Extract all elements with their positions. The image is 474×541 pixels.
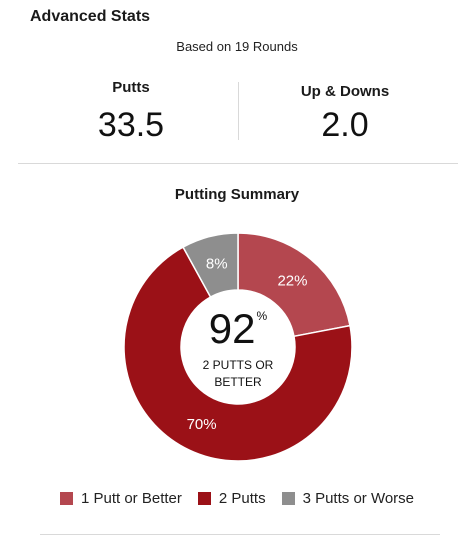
legend-item-1-putt-or-better: 1 Putt or Better [59, 490, 182, 507]
legend-item-2-putts: 2 Putts [197, 490, 266, 507]
putts-value: 33.5 [97, 106, 165, 144]
slice-label-1-putt-or-better: 22% [277, 273, 307, 290]
legend-label: 2 Putts [218, 490, 266, 507]
donut-slice-2-putts [124, 246, 352, 461]
putting-summary-chart: 22% 70% 8% 92% 2 PUTTS OR BETTER [124, 233, 352, 461]
up-downs-label: Up & Downs [300, 83, 390, 100]
donut-chart-svg: 22% 70% 8% [124, 233, 352, 461]
legend-label: 3 Putts or Worse [302, 490, 415, 507]
legend-swatch [197, 492, 211, 505]
rounds-note: Based on 19 Rounds [176, 39, 298, 54]
putts-label: Putts [112, 79, 150, 96]
section-title: Advanced Stats [30, 8, 151, 25]
donut-slice-1-putt-or-better [237, 233, 351, 338]
legend-swatch [281, 492, 295, 505]
section-divider [18, 163, 458, 164]
putts-stat: Putts 33.5 [40, 79, 222, 145]
legend-swatch [59, 492, 73, 505]
legend-item-3-putts-or-worse: 3 Putts or Worse [281, 490, 415, 507]
up-downs-stat: Up & Downs 2.0 [250, 83, 440, 145]
chart-legend: 1 Putt or Better 2 Putts 3 Putts or Worse [0, 490, 474, 507]
bottom-divider [40, 534, 440, 535]
stats-divider [238, 82, 239, 140]
legend-label: 1 Putt or Better [80, 490, 182, 507]
slice-label-3-putts-or-worse: 8% [206, 256, 228, 273]
up-downs-value: 2.0 [321, 106, 369, 144]
putting-summary-title: Putting Summary [174, 186, 300, 203]
slice-label-2-putts: 70% [187, 416, 217, 433]
donut-slice-3-putts-or-worse [182, 233, 239, 299]
